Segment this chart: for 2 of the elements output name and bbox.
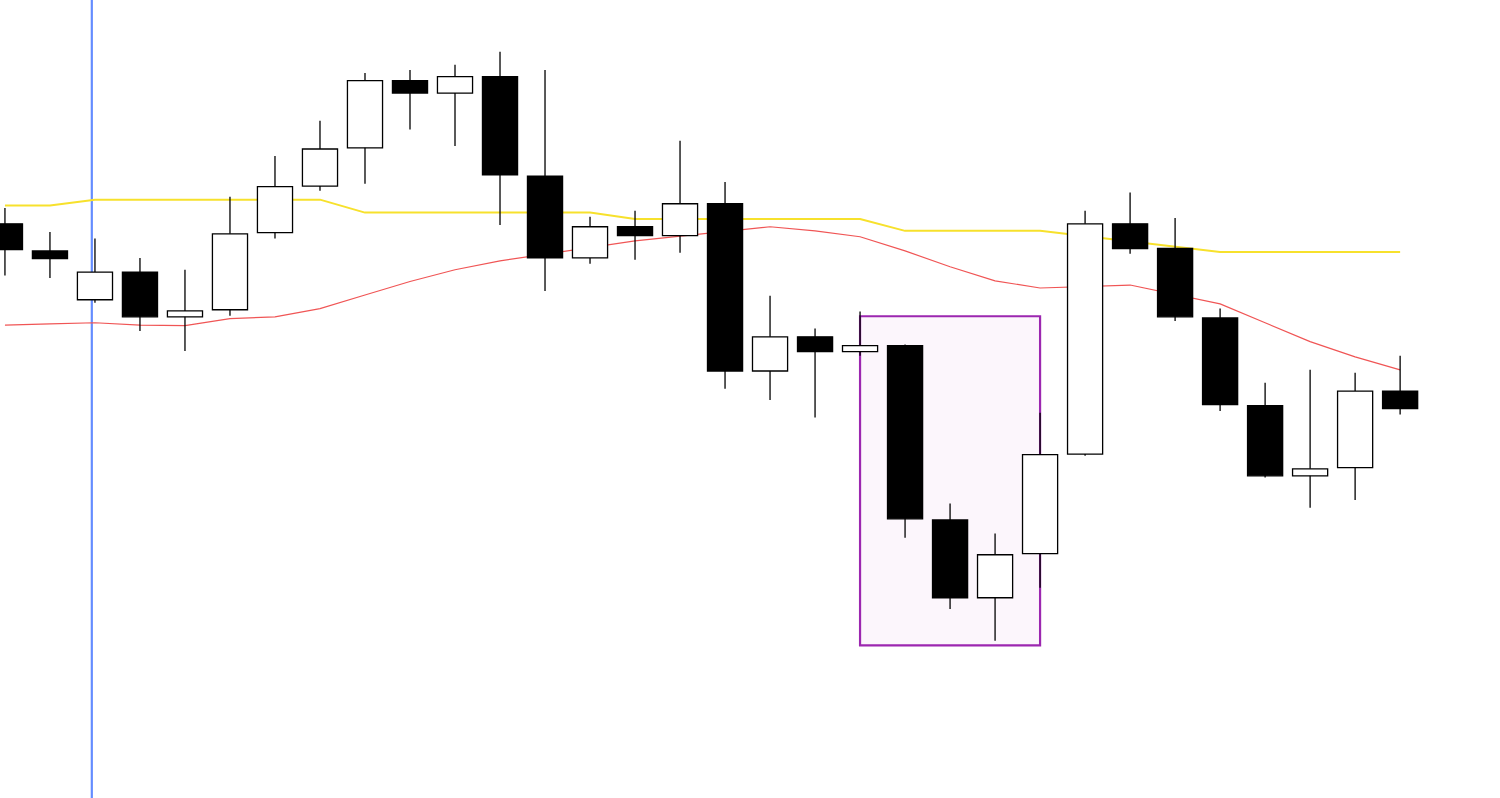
candlestick [1291, 369, 1329, 509]
candlestick [166, 269, 204, 352]
